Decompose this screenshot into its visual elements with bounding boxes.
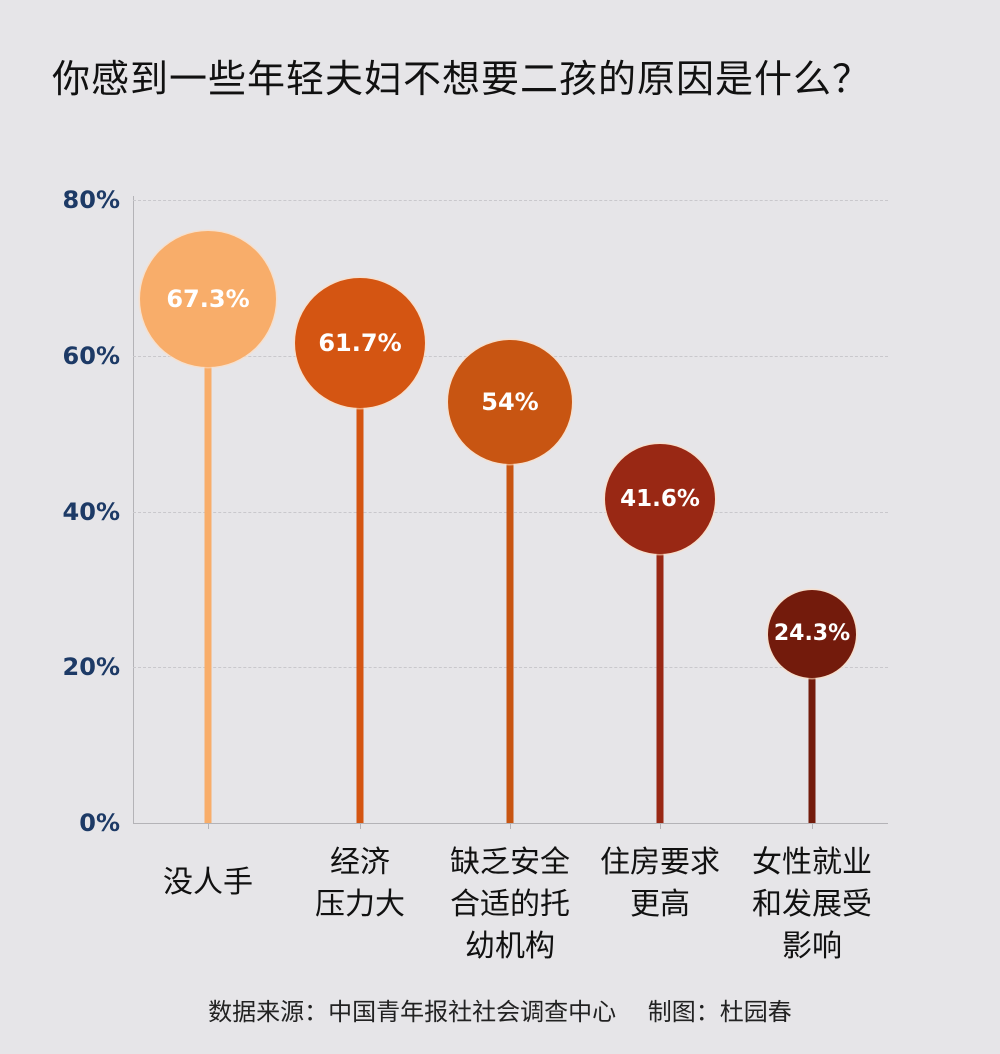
- gridline: [133, 200, 888, 201]
- value-label: 61.7%: [318, 328, 402, 357]
- category-label: 女性就业和发展受影响: [737, 842, 887, 968]
- y-tick-label: 0%: [79, 809, 120, 837]
- y-tick-label: 80%: [62, 186, 120, 214]
- category-label-line: 没人手: [163, 865, 253, 900]
- y-tick-label: 20%: [62, 653, 120, 682]
- y-axis-line: [133, 196, 134, 824]
- source-note: 数据来源：中国青年报社社会调查中心 制图：杜园春: [208, 998, 792, 1026]
- category-label: 经济 压力大: [285, 842, 435, 926]
- category-label-line: 压力大: [315, 887, 405, 922]
- category-label-line: 缺乏安全: [450, 845, 570, 880]
- lollipop-stem: [656, 499, 664, 823]
- value-label: 67.3%: [166, 284, 250, 313]
- x-tick-mark: [660, 823, 661, 829]
- y-tick-label: 60%: [62, 341, 120, 370]
- value-label: 41.6%: [620, 486, 700, 513]
- category-label-line: 和发展受: [752, 887, 872, 922]
- category-label: 住房要求 更高: [585, 842, 735, 926]
- lollipop-stem: [808, 633, 816, 823]
- category-label-line: 住房要求: [600, 845, 720, 880]
- value-bubble: 41.6%: [605, 444, 715, 555]
- category-label-line: 女性就业: [752, 845, 872, 880]
- x-tick-mark: [510, 823, 511, 829]
- category-label-line: 影响: [782, 929, 842, 964]
- category-label: 没人手: [133, 862, 283, 904]
- value-bubble: 61.7%: [295, 277, 425, 408]
- value-bubble: 54%: [448, 340, 572, 465]
- y-tick-label: 40%: [62, 497, 120, 526]
- chart-title: 你感到一些年轻夫妇不想要二孩的原因是什么？: [52, 57, 872, 101]
- category-label-line: 合适的托: [450, 887, 570, 922]
- x-tick-mark: [208, 823, 209, 829]
- value-bubble: 67.3%: [140, 230, 276, 367]
- lollipop-stem: [506, 402, 514, 823]
- category-label-line: 经济: [330, 845, 390, 880]
- category-label: 缺乏安全合适的托幼机构: [435, 842, 585, 968]
- value-label: 54%: [481, 388, 539, 417]
- x-tick-mark: [360, 823, 361, 829]
- lollipop-stem: [356, 342, 364, 823]
- category-label-line: 幼机构: [465, 929, 555, 964]
- category-label-line: 更高: [630, 887, 690, 922]
- value-label: 24.3%: [773, 621, 851, 647]
- lollipop-stem: [204, 298, 212, 823]
- x-tick-mark: [812, 823, 813, 829]
- value-bubble: 24.3%: [768, 589, 856, 678]
